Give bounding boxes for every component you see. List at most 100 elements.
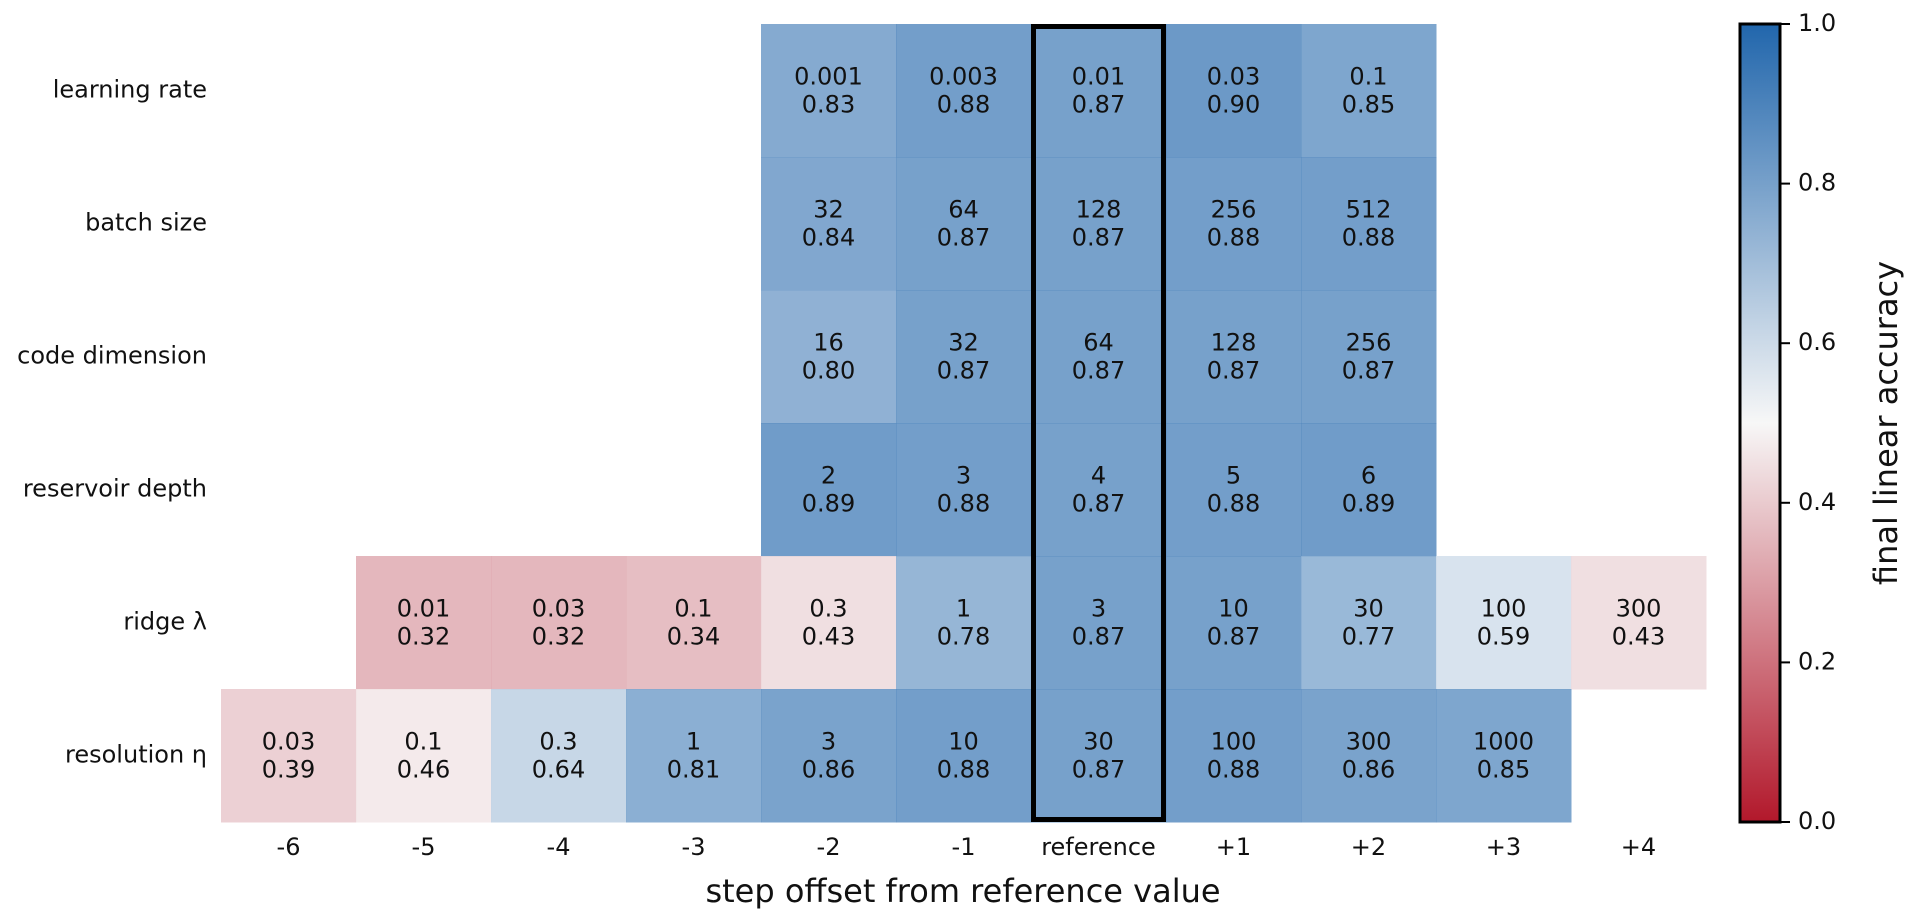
cell-param-value: 1 [686,728,701,756]
cell-accuracy-label: 0.32 [397,623,450,651]
cell-param-value: 0.03 [262,728,315,756]
cell-accuracy-label: 0.77 [1342,623,1395,651]
heatmap-cell: 1000.59 [1436,556,1572,690]
reference-column-highlight [1031,24,1166,822]
cell-accuracy-label: 0.88 [937,91,990,119]
cell-accuracy-label: 0.87 [1072,756,1125,784]
cell-accuracy-label: 0.39 [262,756,315,784]
cell-param-value: 128 [1211,329,1257,357]
heatmap-cell-rect [1031,290,1167,424]
heatmap-cell: 0.30.64 [491,689,627,823]
cell-param-value: 3 [956,462,971,490]
cell-param-value: 0.3 [539,728,577,756]
heatmap-cell-rect [491,689,627,823]
heatmap-cell-rect [1301,556,1437,690]
heatmap-cell-rect [356,689,492,823]
cell-accuracy-label: 0.87 [1072,224,1125,252]
heatmap-cell-rect [1166,423,1302,557]
cell-accuracy-label: 0.85 [1477,756,1530,784]
cell-accuracy-label: 0.88 [937,490,990,518]
cell-accuracy-label: 0.88 [1342,224,1395,252]
x-tick-label: -1 [952,833,976,861]
cell-accuracy-label: 0.87 [1072,490,1125,518]
colorbar-tick-label: 0.8 [1798,169,1836,197]
heatmap-cell-rect [761,423,897,557]
cell-param-value: 300 [1346,728,1392,756]
heatmap-cell-rect [896,157,1032,291]
x-tick-label: reference [1041,833,1156,861]
cell-accuracy-label: 0.89 [1342,490,1395,518]
heatmap-cells: 0.0010.830.0030.880.010.870.030.900.10.8… [221,24,1707,823]
cell-param-value: 100 [1211,728,1257,756]
cell-accuracy-label: 0.32 [532,623,585,651]
row-label: batch size [85,209,207,237]
x-tick-label: -4 [547,833,571,861]
cell-accuracy-label: 0.87 [937,357,990,385]
cell-accuracy-label: 0.85 [1342,91,1395,119]
cell-param-value: 10 [948,728,979,756]
cell-param-value: 0.1 [674,595,712,623]
heatmap-cell: 0.30.43 [761,556,897,690]
cell-accuracy-label: 0.88 [1207,756,1260,784]
heatmap-cell-rect [761,689,897,823]
cell-param-value: 256 [1346,329,1392,357]
colorbar-tick-label: 0.4 [1798,488,1836,516]
cell-accuracy-label: 0.88 [1207,490,1260,518]
cell-param-value: 100 [1481,595,1527,623]
cell-accuracy-label: 0.80 [802,357,855,385]
heatmap-cell-rect [356,556,492,690]
heatmap-cell: 0.10.85 [1301,24,1437,158]
heatmap-cell-rect [1571,556,1707,690]
cell-accuracy-label: 0.83 [802,91,855,119]
colorbar-tick-label: 1.0 [1798,9,1836,37]
cell-accuracy-label: 0.88 [1207,224,1260,252]
cell-param-value: 64 [1083,329,1114,357]
heatmap-cell-rect [1031,423,1167,557]
cell-param-value: 10 [1218,595,1249,623]
heatmap-cell-rect [1301,290,1437,424]
heatmap-cell: 10.81 [626,689,762,823]
cell-param-value: 0.03 [532,595,585,623]
heatmap-cell-rect [1166,24,1302,158]
cell-accuracy-label: 0.87 [1207,357,1260,385]
row-label: learning rate [53,76,207,104]
cell-accuracy-label: 0.86 [802,756,855,784]
row-label: resolution η [65,741,207,769]
cell-accuracy-label: 0.64 [532,756,585,784]
row-label: reservoir depth [23,475,207,503]
heatmap-cell-rect [1031,157,1167,291]
cell-accuracy-label: 0.87 [1072,623,1125,651]
heatmap-cell: 160.80 [761,290,897,424]
cell-param-value: 128 [1076,196,1122,224]
heatmap-cell-rect [1031,24,1167,158]
cell-accuracy-label: 0.34 [667,623,720,651]
cell-accuracy-label: 0.87 [1072,91,1125,119]
cell-accuracy-label: 0.86 [1342,756,1395,784]
heatmap-cell-rect [1301,423,1437,557]
cell-accuracy-label: 0.87 [1072,357,1125,385]
x-tick-label: -5 [412,833,436,861]
row-label: code dimension [17,342,207,370]
heatmap-cell: 60.89 [1301,423,1437,557]
heatmap-cell: 0.10.34 [626,556,762,690]
cell-param-value: 3 [1091,595,1106,623]
colorbar-tick-label: 0.0 [1798,807,1836,835]
heatmap-cell-rect [1436,689,1572,823]
x-tick-label: +3 [1486,833,1521,861]
cell-param-value: 6 [1361,462,1376,490]
heatmap-cell: 320.87 [896,290,1032,424]
cell-param-value: 32 [948,329,979,357]
heatmap-cell: 300.87 [1031,689,1167,823]
heatmap-cell-rect [761,24,897,158]
cell-accuracy-label: 0.84 [802,224,855,252]
cell-param-value: 2 [821,462,836,490]
heatmap-cell-rect [896,689,1032,823]
heatmap-cell: 50.88 [1166,423,1302,557]
heatmap-cell-rect [761,290,897,424]
